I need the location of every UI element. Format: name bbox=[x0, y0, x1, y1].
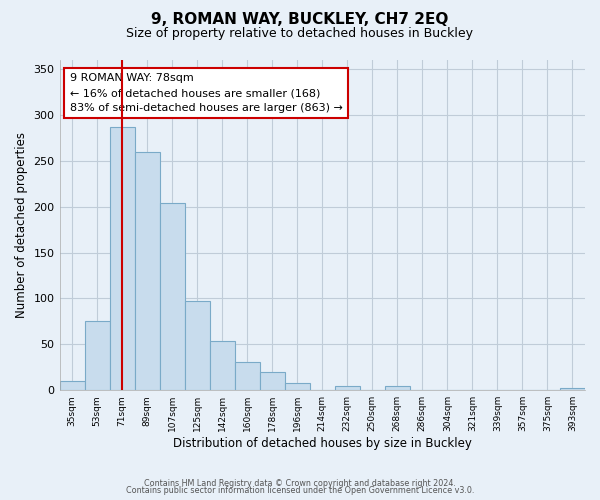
Y-axis label: Number of detached properties: Number of detached properties bbox=[15, 132, 28, 318]
Bar bbox=[235, 362, 260, 390]
Bar bbox=[134, 152, 160, 390]
Text: Contains HM Land Registry data © Crown copyright and database right 2024.: Contains HM Land Registry data © Crown c… bbox=[144, 478, 456, 488]
Bar bbox=[260, 372, 285, 390]
Bar bbox=[110, 127, 134, 390]
Bar bbox=[160, 203, 185, 390]
Text: 9, ROMAN WAY, BUCKLEY, CH7 2EQ: 9, ROMAN WAY, BUCKLEY, CH7 2EQ bbox=[151, 12, 449, 28]
Bar bbox=[560, 388, 585, 390]
Bar bbox=[285, 383, 310, 390]
Text: Size of property relative to detached houses in Buckley: Size of property relative to detached ho… bbox=[127, 28, 473, 40]
Bar bbox=[335, 386, 360, 390]
Bar bbox=[209, 340, 235, 390]
Bar bbox=[85, 322, 110, 390]
Bar bbox=[59, 381, 85, 390]
Text: 9 ROMAN WAY: 78sqm
← 16% of detached houses are smaller (168)
83% of semi-detach: 9 ROMAN WAY: 78sqm ← 16% of detached hou… bbox=[70, 73, 343, 113]
Text: Contains public sector information licensed under the Open Government Licence v3: Contains public sector information licen… bbox=[126, 486, 474, 495]
Bar bbox=[185, 301, 209, 390]
Bar bbox=[385, 386, 410, 390]
X-axis label: Distribution of detached houses by size in Buckley: Distribution of detached houses by size … bbox=[173, 437, 472, 450]
